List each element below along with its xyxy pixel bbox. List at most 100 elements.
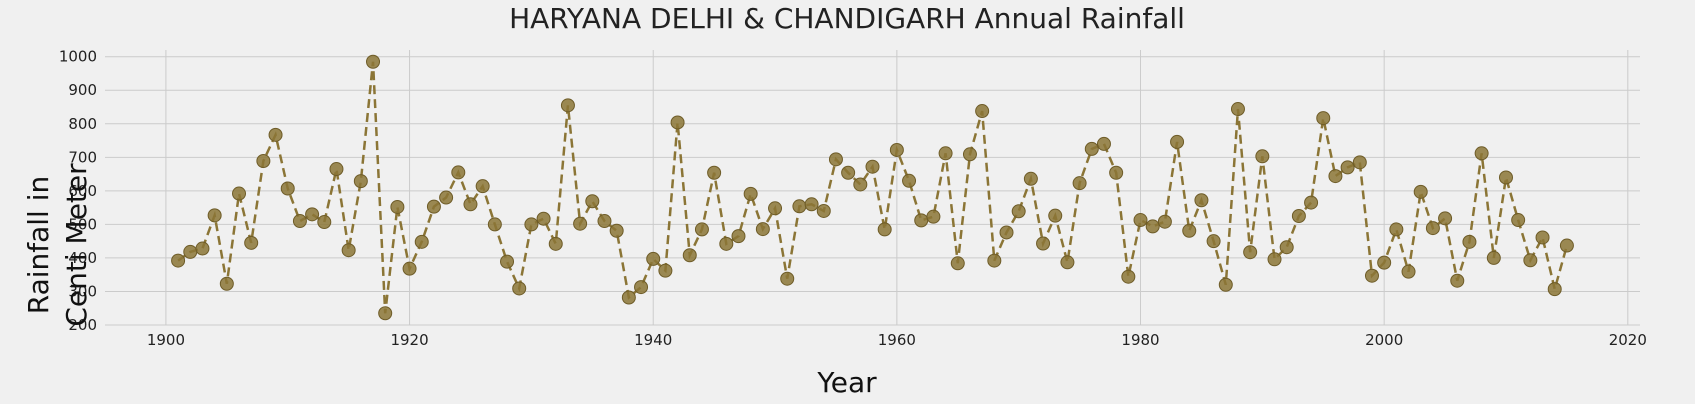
x-tick-label: 2020 <box>1609 331 1647 349</box>
data-point <box>207 208 222 223</box>
y-tick-label: 600 <box>68 182 97 200</box>
data-point <box>1486 250 1501 265</box>
data-point <box>682 248 697 263</box>
data-point <box>1450 273 1465 288</box>
data-point <box>731 229 746 244</box>
data-point <box>634 280 649 295</box>
series-line <box>177 61 1569 314</box>
data-point <box>792 199 807 214</box>
data-point <box>902 173 917 188</box>
x-tick-label: 1940 <box>634 331 672 349</box>
data-point <box>256 154 271 169</box>
data-point <box>219 276 234 291</box>
x-axis-label: Year <box>816 366 877 399</box>
data-point <box>500 254 515 269</box>
y-tick-label: 800 <box>68 115 97 133</box>
x-tick-label: 1960 <box>878 331 916 349</box>
data-point <box>1498 170 1513 185</box>
data-point <box>353 174 368 189</box>
data-point <box>768 201 783 216</box>
y-tick-label: 200 <box>68 316 97 334</box>
data-point <box>366 54 381 69</box>
data-point <box>1377 255 1392 270</box>
data-point <box>755 222 770 237</box>
data-point <box>853 177 868 192</box>
data-point <box>426 199 441 214</box>
data-point <box>1194 193 1209 208</box>
data-point <box>171 253 186 268</box>
data-point <box>1255 149 1270 164</box>
data-point <box>232 186 247 201</box>
data-point <box>548 236 563 251</box>
data-point <box>999 225 1014 240</box>
data-point <box>780 271 795 286</box>
data-point <box>1157 214 1172 229</box>
data-point <box>1243 245 1258 260</box>
data-point <box>1230 102 1245 117</box>
tick-labels: 200 300 400 500 600 700 800 900 1000 1900 1920 1940… <box>59 48 1647 349</box>
x-tick-label: 1980 <box>1121 331 1159 349</box>
data-point <box>841 165 856 180</box>
data-point <box>524 217 539 232</box>
data-point <box>1048 208 1063 223</box>
y-tick-label: 1000 <box>59 48 97 66</box>
data-point <box>1060 255 1075 270</box>
data-point <box>280 181 295 196</box>
data-point <box>1413 184 1428 199</box>
data-point <box>195 241 210 256</box>
data-point <box>1364 268 1379 283</box>
data-point <box>1084 141 1099 156</box>
data-point <box>707 165 722 180</box>
data-point <box>1304 195 1319 210</box>
data-point <box>938 146 953 161</box>
data-point <box>609 223 624 238</box>
y-tick-label: 700 <box>68 148 97 166</box>
data-point <box>1340 160 1355 175</box>
data-point <box>378 306 393 321</box>
grid <box>105 50 1640 326</box>
data-point <box>414 234 429 249</box>
data-point <box>1328 169 1343 184</box>
data-point <box>341 243 356 258</box>
y-tick-label: 900 <box>68 81 97 99</box>
data-point <box>1559 238 1574 253</box>
data-point <box>451 165 466 180</box>
data-point <box>268 127 283 142</box>
data-point <box>1170 134 1185 149</box>
data-point <box>1267 252 1282 267</box>
data-point <box>1511 213 1526 228</box>
data-point <box>1218 277 1233 292</box>
data-point <box>1072 176 1087 191</box>
data-point <box>402 261 417 276</box>
y-axis-label: Rainfall in Centi Meter <box>22 163 93 327</box>
data-point <box>987 253 1002 268</box>
data-point <box>804 197 819 212</box>
x-tick-label: 2000 <box>1365 331 1403 349</box>
data-point <box>487 217 502 232</box>
data-point <box>1023 171 1038 186</box>
data-point <box>1389 222 1404 237</box>
data-point <box>329 162 344 177</box>
data-point <box>621 290 636 305</box>
data-point <box>390 199 405 214</box>
data-point <box>816 203 831 218</box>
y-axis-label-line-2: Centi Meter <box>60 163 93 327</box>
x-tick-label: 1900 <box>147 331 185 349</box>
data-point <box>1206 234 1221 249</box>
data-point <box>305 207 320 222</box>
data-point <box>1109 165 1124 180</box>
data-point <box>1279 240 1294 255</box>
data-point <box>475 179 490 194</box>
chart-title: HARYANA DELHI & CHANDIGARH Annual Rainfa… <box>509 2 1185 35</box>
data-point <box>1291 209 1306 224</box>
series-rainfall <box>171 54 1574 321</box>
data-point <box>646 251 661 266</box>
data-point <box>439 190 454 205</box>
data-point <box>1145 219 1160 234</box>
y-tick-label: 300 <box>68 282 97 300</box>
data-point <box>1535 230 1550 245</box>
data-point <box>1036 236 1051 251</box>
data-point <box>670 115 685 130</box>
data-point <box>1182 223 1197 238</box>
